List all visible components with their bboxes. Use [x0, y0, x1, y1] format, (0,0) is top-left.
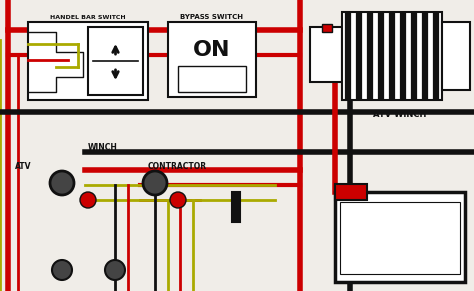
Bar — [310, 27, 342, 82]
Text: ATV: ATV — [15, 162, 31, 171]
Text: WINCH: WINCH — [88, 143, 118, 152]
Bar — [88, 27, 143, 95]
Bar — [342, 12, 442, 100]
Bar — [340, 202, 460, 274]
Text: CONTRACTOR: CONTRACTOR — [148, 162, 207, 171]
Circle shape — [170, 192, 186, 208]
Circle shape — [80, 192, 96, 208]
Circle shape — [143, 171, 167, 195]
Bar — [335, 192, 465, 282]
Text: ATV  BATTERY: ATV BATTERY — [362, 225, 438, 235]
Text: BYPASS SWITCH: BYPASS SWITCH — [181, 14, 244, 20]
Circle shape — [52, 260, 72, 280]
Circle shape — [105, 260, 125, 280]
Bar — [322, 24, 332, 32]
Text: 12V: 12V — [389, 248, 411, 258]
Bar — [442, 22, 470, 90]
Bar — [178, 65, 246, 92]
Bar — [28, 22, 148, 100]
Circle shape — [50, 171, 74, 195]
Text: ON: ON — [193, 40, 231, 61]
Bar — [168, 22, 256, 97]
Text: ATV WINCH: ATV WINCH — [374, 110, 427, 119]
Bar — [335, 184, 367, 200]
Text: HANDEL BAR SWITCH: HANDEL BAR SWITCH — [50, 15, 126, 20]
Bar — [232, 192, 240, 222]
